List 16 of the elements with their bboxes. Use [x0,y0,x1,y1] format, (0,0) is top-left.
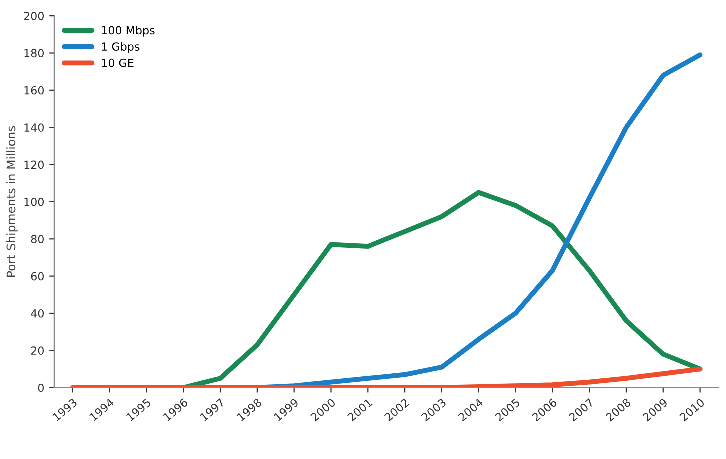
y-tick-label: 180 [24,49,44,58]
y-tick-label: 160 [24,86,44,95]
legend-label: 10 GE [102,58,134,68]
y-tick-label: 20 [31,346,44,356]
legend-label: 100 Mbps [102,26,155,37]
legend-label: 1 Gbps [102,42,140,54]
line-series [70,366,703,388]
y-tick-label: 0 [38,384,44,392]
y-tick-label: 120 [24,160,44,170]
y-tick-label: 140 [24,124,44,132]
y-tick-label: 80 [31,235,44,244]
y-tick-label: 40 [31,309,44,318]
y-tick-label: 100 [24,198,44,206]
y-tick-label: 200 [24,12,44,20]
y-tick-label: 60 [31,272,44,281]
y-axis-title: Port Shipments in Millions [6,126,18,277]
